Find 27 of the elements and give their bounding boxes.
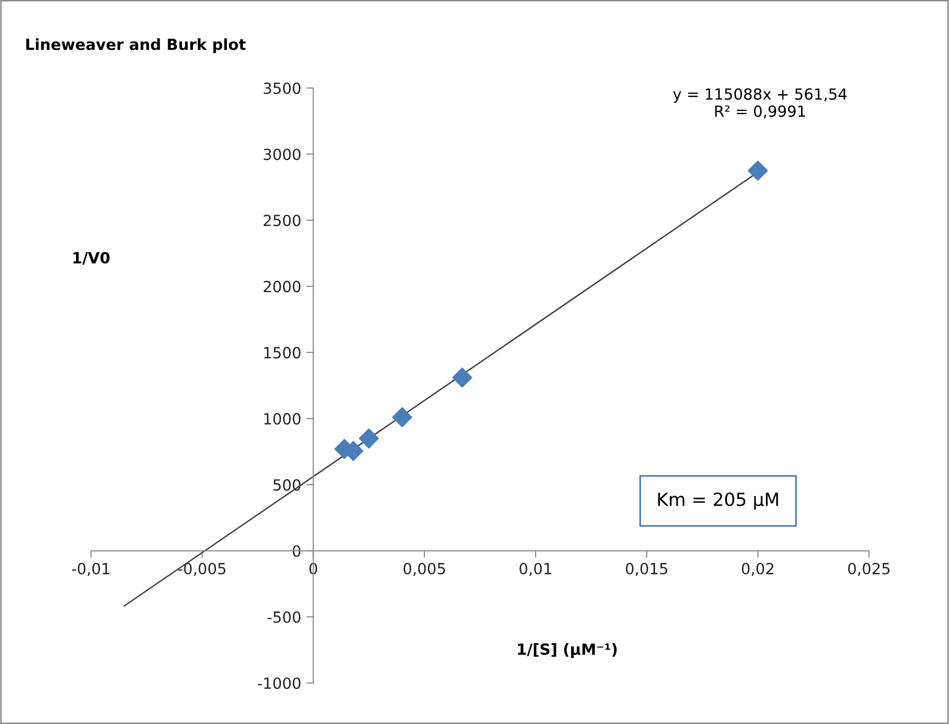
y-tick-label: 3000	[264, 148, 300, 160]
x-axis-title: 1/[S] (µM⁻¹)	[518, 643, 617, 658]
y-tick-label: 1000	[264, 413, 300, 425]
y-axis-title: 1/V0	[73, 252, 110, 265]
chart-title: Lineweaver and Burk plot	[26, 38, 246, 54]
y-tick-label: 1500	[264, 346, 300, 358]
x-tick-label: -0,01	[72, 562, 110, 576]
x-tick-label: 0,02	[742, 562, 774, 576]
point	[392, 407, 412, 428]
x-tick-label: 0,015	[626, 562, 668, 576]
x-tick-label: 0,005	[404, 562, 445, 576]
y-tick-label: 3500	[264, 82, 300, 94]
y-tick-label: -1000	[258, 677, 300, 690]
x-tick-label: 0,025	[848, 562, 890, 576]
y-tick-label: 500	[274, 479, 300, 491]
x-tick-label: 0	[309, 562, 318, 574]
point	[358, 428, 379, 448]
y-tick-label: -500	[268, 611, 300, 623]
x-tick-label: -0,005	[178, 562, 226, 576]
annotation: y = 115088x + 561,54 R² = 0,9991	[673, 88, 847, 118]
point	[748, 160, 768, 181]
y-tick-label: 2000	[264, 280, 300, 292]
y-tick-label: 0	[292, 545, 300, 557]
point	[452, 368, 472, 388]
x-tick-label: 0,01	[520, 562, 552, 576]
annotation: Km = 205 µM	[658, 492, 778, 510]
y-tick-label: 2500	[264, 214, 300, 226]
